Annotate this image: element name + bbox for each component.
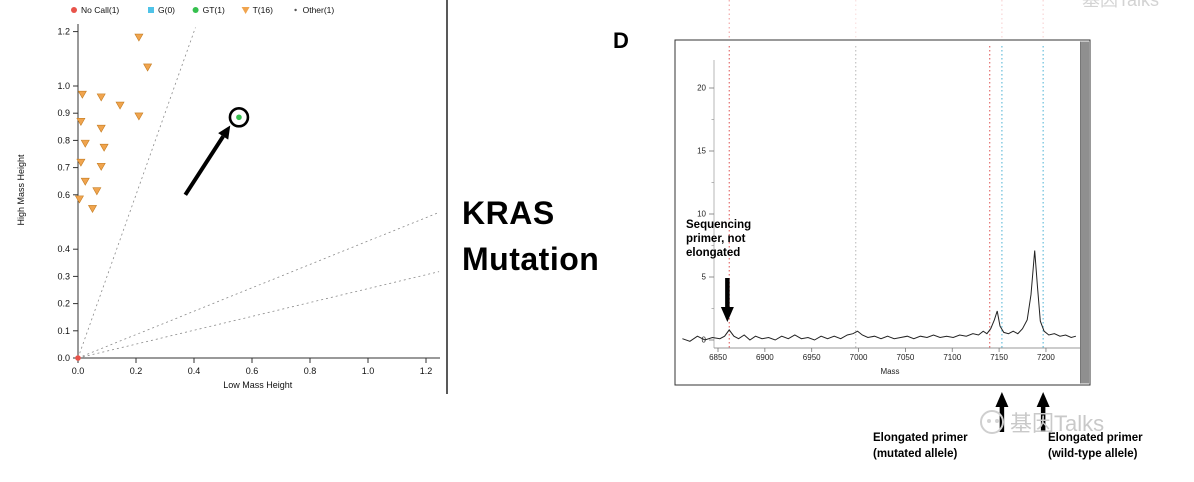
y-tick-label: 0.6 xyxy=(57,190,70,200)
x-tick-label: 7000 xyxy=(850,353,868,362)
pointer-arrow xyxy=(183,135,225,196)
watermark-top-cropped: 基因Talks xyxy=(1082,0,1159,12)
scatter-point-t xyxy=(115,101,125,110)
caption-line2: Mutation xyxy=(462,241,600,277)
y-tick-label: 0.8 xyxy=(57,135,70,145)
wildtype-allele-annotation: (wild-type allele) xyxy=(1048,448,1138,460)
legend-marker xyxy=(71,7,77,13)
scatter-point-t xyxy=(76,158,86,167)
legend-label: Other(1) xyxy=(303,5,335,15)
spectrum-frame xyxy=(674,39,1091,386)
y-tick-label: 0.4 xyxy=(57,244,70,254)
x-tick-label: 1.2 xyxy=(420,366,433,376)
x-tick-label: 0.4 xyxy=(188,366,201,376)
mutated-allele-annotation: Elongated primer xyxy=(873,432,968,444)
panel-label: D xyxy=(613,28,629,53)
y-tick-label: 15 xyxy=(697,147,706,156)
watermark-top-text: 基因Talks xyxy=(1082,0,1160,10)
highlight-ring xyxy=(228,106,250,128)
seq-primer-annotation: Sequencing xyxy=(686,219,751,231)
legend-marker xyxy=(148,7,154,13)
y-tick-label: 1.0 xyxy=(57,81,70,91)
cluster-guide-line xyxy=(77,212,440,359)
scatter-point-t xyxy=(76,118,86,126)
scatter-point-t xyxy=(96,162,106,171)
watermark-text: 基因Talks xyxy=(1010,411,1105,436)
x-tick-label: 0.2 xyxy=(130,366,143,376)
x-tick-label: 1.0 xyxy=(362,366,375,376)
legend-marker xyxy=(192,7,199,13)
mass-spectrum-plot: 6850 6900 6950 7000 7050 7100 7150 7200Mass0510… xyxy=(674,0,1143,460)
x-tick-label: 6950 xyxy=(803,353,821,362)
mutated-allele-annotation: (mutated allele) xyxy=(873,448,958,460)
scatter-point-t xyxy=(77,90,87,99)
caption-line1: KRAS xyxy=(462,195,555,231)
down-arrow-head xyxy=(720,307,734,322)
seq-primer-annotation: elongated xyxy=(686,247,740,259)
y-tick-label: 10 xyxy=(697,210,706,219)
y-tick-label: 0.2 xyxy=(57,299,70,309)
scatter-point xyxy=(75,355,81,361)
up-arrow-wildtype-head xyxy=(1036,392,1050,407)
seq-primer-annotation: primer, not xyxy=(686,233,746,245)
scatter-point-t xyxy=(96,124,106,133)
y-tick-label: 5 xyxy=(702,273,707,282)
wildtype-allele-annotation: Elongated primer xyxy=(1048,432,1143,444)
scroll-strip[interactable] xyxy=(1081,41,1089,384)
scatter-point-t xyxy=(134,33,144,42)
x-tick-label: 0.8 xyxy=(304,366,317,376)
up-arrow-mutated-head xyxy=(995,392,1009,407)
scatter-point-t xyxy=(87,205,98,214)
legend-label: G(0) xyxy=(158,5,175,15)
legend-label: No Call(1) xyxy=(81,5,119,15)
x-tick-label: 7200 xyxy=(1037,353,1055,362)
x-tick-label: 6850 xyxy=(709,353,727,362)
legend-marker xyxy=(241,7,250,14)
legend-label: T(16) xyxy=(253,5,273,15)
y-tick-label: 1.2 xyxy=(57,27,70,37)
x-tick-label: 0.6 xyxy=(246,366,259,376)
y-tick-label: 0.1 xyxy=(57,326,70,336)
spectrum-trace xyxy=(682,250,1077,342)
scatter-point-t xyxy=(92,187,102,196)
center-caption: KRAS Mutation xyxy=(462,190,599,282)
y-tick-label: 0.0 xyxy=(57,353,70,363)
genotype-cluster-plot: 0.0 0.1 0.2 0.3 0.4 0.6 0.7 0.8 0.9 1.0 1.2 0.0 0.2 0… xyxy=(16,0,448,394)
scatter-point-t xyxy=(80,139,90,148)
x-tick-label: 0.0 xyxy=(72,366,85,376)
x-tick-label: 7050 xyxy=(897,353,915,362)
legend-label: GT(1) xyxy=(203,5,225,15)
watermark: 基因Talks xyxy=(980,406,1104,438)
y-axis-title: High Mass Height xyxy=(16,154,26,226)
scatter-point-t xyxy=(143,63,153,72)
x-axis-title: Mass xyxy=(880,367,899,376)
watermark-logo-icon xyxy=(980,410,1004,434)
scatter-point-t xyxy=(99,143,109,152)
legend-marker xyxy=(294,8,297,12)
scatter-point-t xyxy=(134,112,144,121)
y-tick-label: 0.3 xyxy=(57,271,70,281)
scatter-point xyxy=(236,114,242,121)
y-tick-label: 0.9 xyxy=(57,108,70,118)
y-tick-label: 20 xyxy=(697,84,706,93)
x-tick-label: 6900 xyxy=(756,353,774,362)
scatter-point-t xyxy=(80,177,90,186)
scatter-point-t xyxy=(74,195,84,204)
x-axis-title: Low Mass Height xyxy=(223,380,293,390)
scatter-point-t xyxy=(96,93,106,102)
cluster-guide-line xyxy=(77,27,196,359)
x-tick-label: 7150 xyxy=(990,353,1008,362)
cluster-guide-line xyxy=(77,271,440,359)
y-tick-label: 0.7 xyxy=(57,163,70,173)
x-tick-label: 7100 xyxy=(943,353,961,362)
pointer-arrow-head xyxy=(218,125,231,140)
